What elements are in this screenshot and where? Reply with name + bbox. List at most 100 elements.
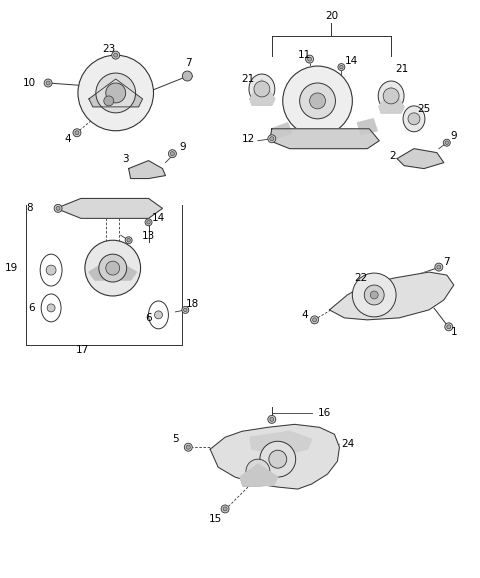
Ellipse shape <box>378 81 404 111</box>
Circle shape <box>182 71 192 81</box>
Circle shape <box>270 417 274 421</box>
Text: 23: 23 <box>102 44 115 54</box>
Text: 20: 20 <box>325 12 338 21</box>
Circle shape <box>104 96 114 106</box>
Circle shape <box>127 239 131 242</box>
Ellipse shape <box>41 294 61 322</box>
Circle shape <box>269 450 287 468</box>
Text: 7: 7 <box>185 58 192 68</box>
Text: 10: 10 <box>23 78 36 88</box>
Circle shape <box>78 55 154 131</box>
Polygon shape <box>89 79 143 107</box>
Circle shape <box>56 206 60 210</box>
Text: 22: 22 <box>355 273 368 283</box>
Circle shape <box>270 137 274 140</box>
Polygon shape <box>250 431 312 454</box>
Text: 15: 15 <box>208 514 222 524</box>
Polygon shape <box>89 258 137 280</box>
Text: 11: 11 <box>298 50 311 60</box>
Circle shape <box>254 81 270 97</box>
Text: 25: 25 <box>417 104 431 114</box>
Polygon shape <box>357 119 377 135</box>
Circle shape <box>408 113 420 125</box>
Circle shape <box>147 221 150 224</box>
Polygon shape <box>210 424 339 489</box>
Text: 3: 3 <box>122 154 129 164</box>
Text: 6: 6 <box>145 313 152 323</box>
Text: 9: 9 <box>179 142 186 151</box>
Circle shape <box>96 73 136 113</box>
Text: 14: 14 <box>345 56 358 66</box>
Circle shape <box>168 150 176 158</box>
Circle shape <box>44 79 52 87</box>
Polygon shape <box>240 464 278 486</box>
Circle shape <box>352 273 396 317</box>
Circle shape <box>364 285 384 305</box>
Circle shape <box>383 88 399 104</box>
Text: 6: 6 <box>28 303 35 313</box>
Circle shape <box>445 141 448 144</box>
Circle shape <box>310 93 325 109</box>
Circle shape <box>46 265 56 275</box>
Text: 13: 13 <box>142 231 155 241</box>
Circle shape <box>125 237 132 244</box>
Polygon shape <box>129 161 166 179</box>
Ellipse shape <box>148 301 168 329</box>
Circle shape <box>183 308 187 312</box>
Text: 17: 17 <box>76 344 90 355</box>
Circle shape <box>435 263 443 271</box>
Circle shape <box>447 325 451 329</box>
Text: 4: 4 <box>301 310 308 320</box>
Circle shape <box>75 131 79 135</box>
Circle shape <box>246 459 270 483</box>
Circle shape <box>268 135 276 143</box>
Polygon shape <box>329 272 454 320</box>
Circle shape <box>46 81 50 85</box>
Circle shape <box>85 240 141 296</box>
Text: 14: 14 <box>152 213 165 223</box>
Text: 8: 8 <box>26 203 33 213</box>
Circle shape <box>112 51 120 59</box>
Text: 21: 21 <box>241 74 254 84</box>
Polygon shape <box>250 79 275 105</box>
Circle shape <box>106 261 120 275</box>
Text: 16: 16 <box>318 409 331 418</box>
Circle shape <box>47 304 55 312</box>
Circle shape <box>445 323 453 331</box>
Circle shape <box>312 318 316 322</box>
Text: 7: 7 <box>444 257 450 267</box>
Text: 21: 21 <box>396 64 408 74</box>
Circle shape <box>340 65 343 69</box>
Text: 19: 19 <box>5 263 18 273</box>
Text: 5: 5 <box>172 434 179 444</box>
Circle shape <box>186 445 190 449</box>
Circle shape <box>106 83 126 103</box>
Circle shape <box>99 254 127 282</box>
Text: 4: 4 <box>65 134 72 144</box>
Circle shape <box>306 55 313 63</box>
Text: 12: 12 <box>241 134 254 144</box>
Text: 1: 1 <box>450 327 457 337</box>
Circle shape <box>283 66 352 136</box>
Circle shape <box>145 219 152 226</box>
Text: 24: 24 <box>341 439 354 449</box>
Circle shape <box>260 441 296 477</box>
Ellipse shape <box>249 74 275 104</box>
Circle shape <box>300 83 336 119</box>
Circle shape <box>114 53 118 57</box>
Ellipse shape <box>40 254 62 286</box>
Circle shape <box>370 291 378 299</box>
Polygon shape <box>270 129 379 149</box>
Circle shape <box>311 316 319 324</box>
Text: 2: 2 <box>389 151 396 161</box>
Text: 9: 9 <box>450 131 457 140</box>
Ellipse shape <box>403 106 425 132</box>
Polygon shape <box>272 123 292 139</box>
Circle shape <box>170 151 174 155</box>
Circle shape <box>54 205 62 212</box>
Circle shape <box>308 57 312 61</box>
Circle shape <box>437 265 441 269</box>
Polygon shape <box>56 198 162 218</box>
Circle shape <box>223 507 227 511</box>
Circle shape <box>182 306 189 313</box>
